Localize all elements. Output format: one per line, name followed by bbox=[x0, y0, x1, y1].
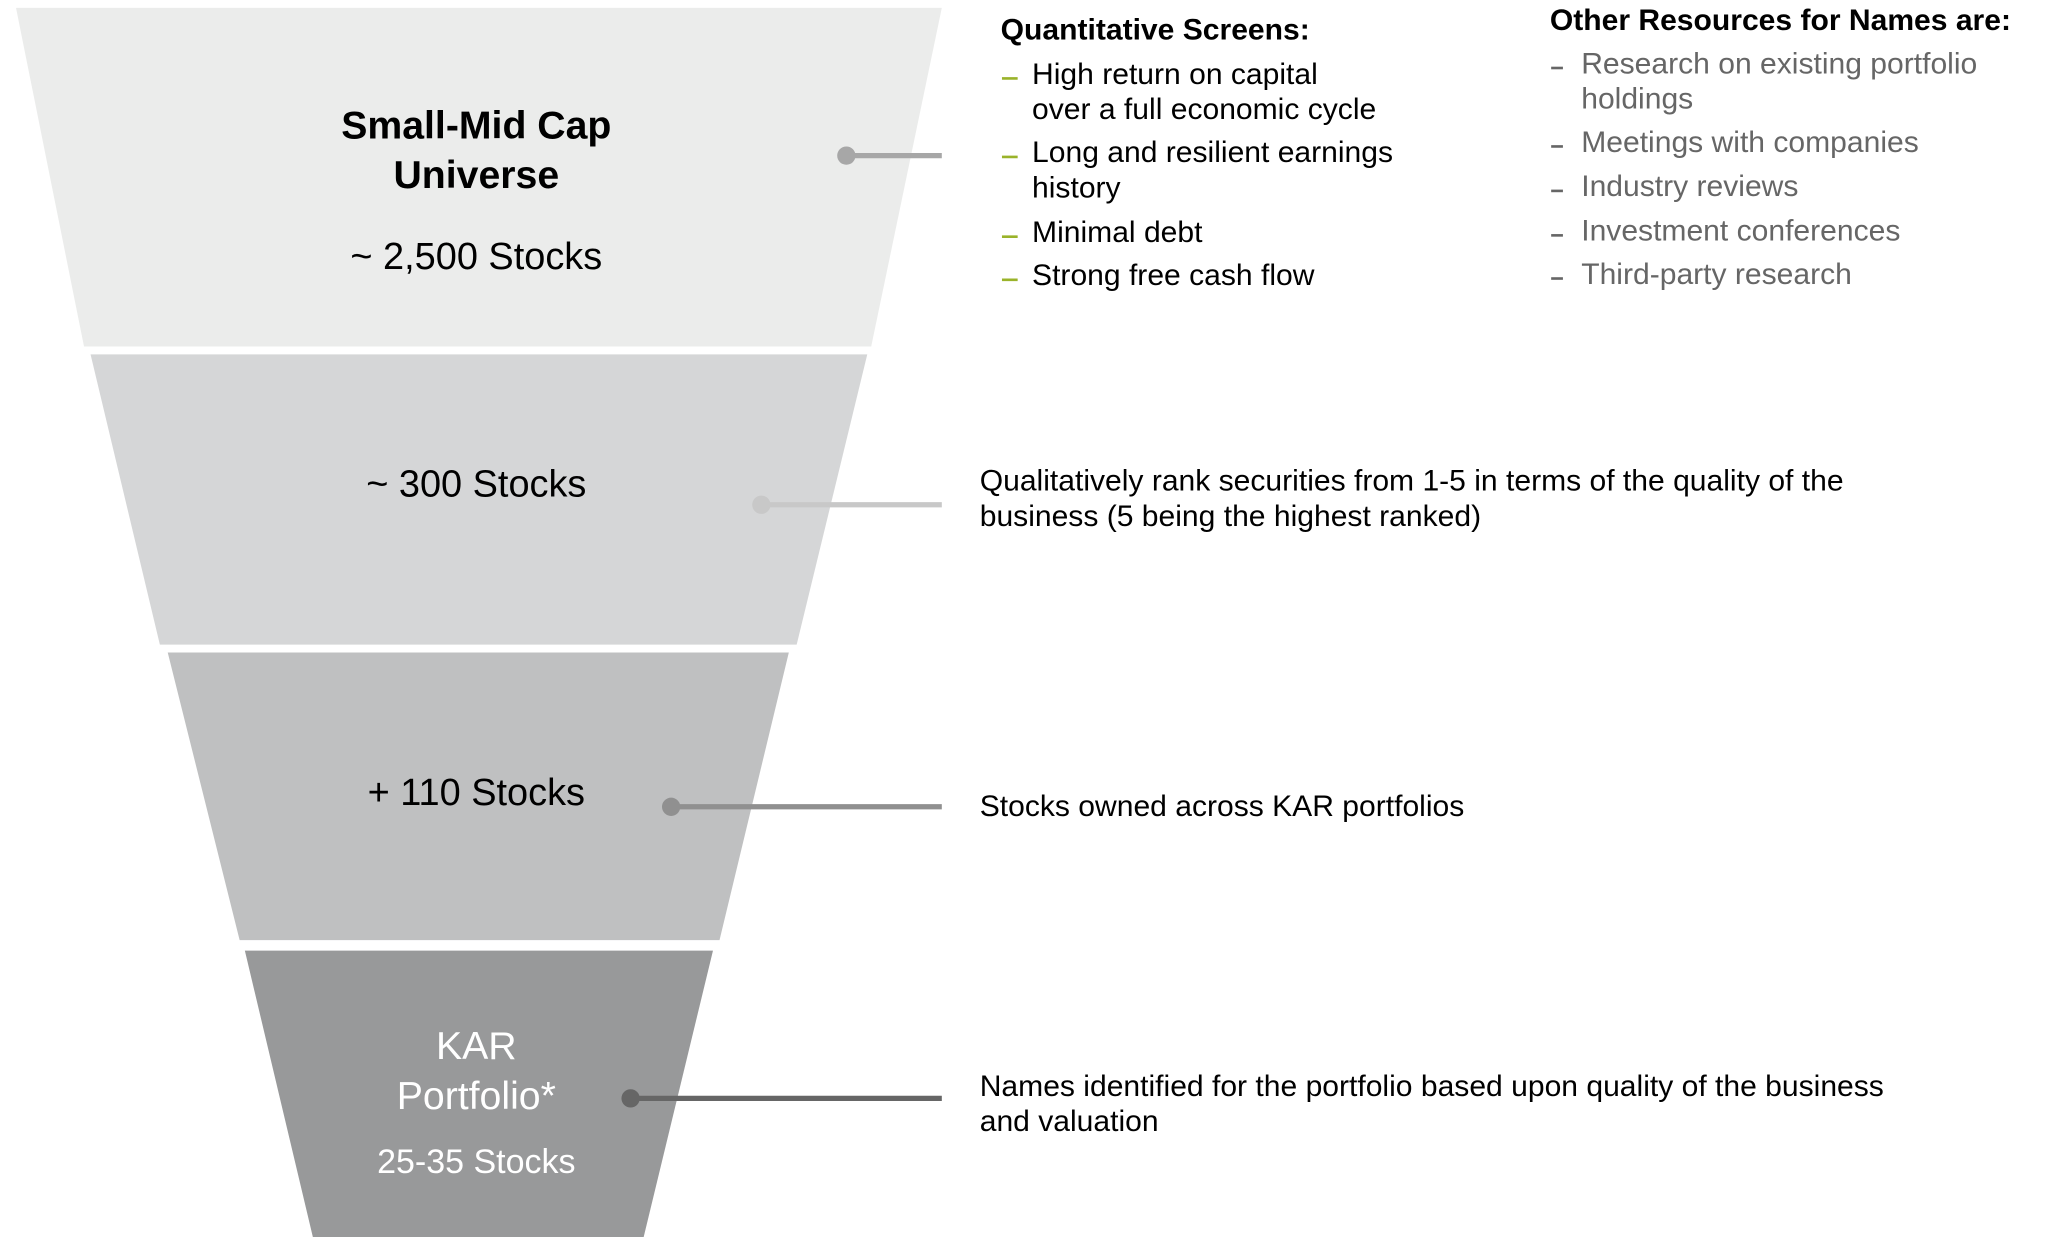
stage-description: Names identified for the portfolio based… bbox=[980, 1070, 1884, 1103]
stage-description: and valuation bbox=[980, 1105, 1159, 1138]
stage-count: 25-35 Stocks bbox=[377, 1143, 575, 1181]
stage-count: + 110 Stocks bbox=[368, 772, 585, 814]
stage-description: Qualitatively rank securities from 1-5 i… bbox=[980, 464, 1844, 497]
stage-title: Universe bbox=[393, 153, 559, 197]
funnel-stage-2 bbox=[90, 354, 868, 645]
list-item: Strong free cash flow bbox=[1032, 259, 1315, 292]
list-heading: Quantitative Screens: bbox=[1001, 13, 1310, 46]
connector-dot bbox=[837, 146, 856, 165]
list-item: Investment conferences bbox=[1581, 215, 1900, 248]
stage-description: business (5 being the highest ranked) bbox=[980, 500, 1481, 533]
funnel-stage-1 bbox=[16, 7, 942, 347]
list-item: Research on existing portfolio bbox=[1581, 47, 1977, 80]
funnel-stage-4 bbox=[244, 950, 713, 1237]
stage-title: Small-Mid Cap bbox=[341, 104, 611, 148]
list-item: Long and resilient earnings bbox=[1032, 136, 1393, 169]
list-item: Industry reviews bbox=[1581, 170, 1798, 203]
list-heading: Other Resources for Names are: bbox=[1550, 4, 2011, 37]
list-item: High return on capital bbox=[1032, 58, 1318, 91]
connector-dot bbox=[752, 495, 771, 514]
stage-title: Portfolio* bbox=[397, 1074, 556, 1118]
list-item: Third-party research bbox=[1581, 258, 1852, 291]
list-item: Meetings with companies bbox=[1581, 126, 1919, 159]
stage-count: ~ 300 Stocks bbox=[366, 463, 586, 505]
list-item: holdings bbox=[1581, 83, 1693, 116]
stage-count: ~ 2,500 Stocks bbox=[350, 236, 602, 278]
list-item: Minimal debt bbox=[1032, 216, 1203, 249]
list-item: history bbox=[1032, 172, 1121, 205]
list-item: over a full economic cycle bbox=[1032, 93, 1376, 126]
connector-dot bbox=[621, 1089, 640, 1108]
stage-description: Stocks owned across KAR portfolios bbox=[980, 790, 1465, 823]
connector-dot bbox=[661, 797, 681, 816]
stage-title: KAR bbox=[436, 1024, 517, 1068]
funnel-stage-3 bbox=[167, 652, 789, 941]
